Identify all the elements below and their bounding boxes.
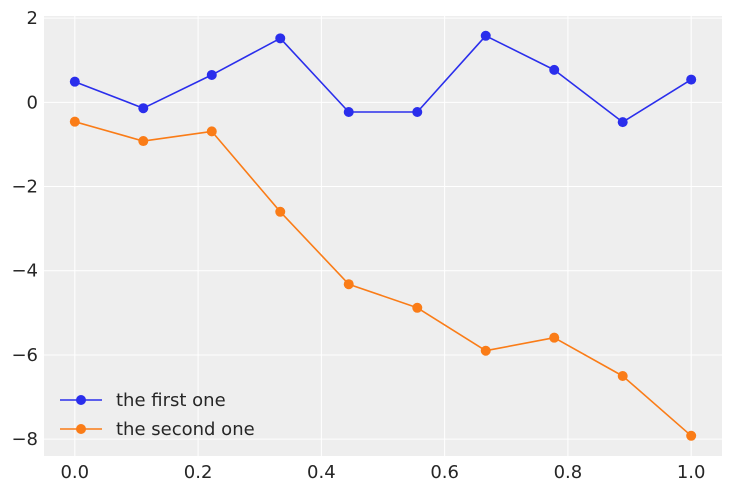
x-tick-label: 0.0 bbox=[60, 462, 89, 483]
series-2-point bbox=[343, 279, 354, 290]
series-2-line bbox=[74, 120, 692, 437]
series-1-point bbox=[480, 30, 491, 41]
series-2 bbox=[69, 116, 697, 441]
legend-marker bbox=[76, 395, 86, 405]
y-tick-label: −6 bbox=[11, 345, 38, 366]
series-2-point bbox=[617, 371, 628, 381]
series-1-point bbox=[412, 107, 423, 117]
series-2-point bbox=[686, 430, 697, 441]
x-tick-label: 1.0 bbox=[677, 462, 706, 483]
legend: the first one the second one bbox=[60, 390, 255, 440]
series-2-point bbox=[138, 136, 149, 147]
series-2-point bbox=[275, 206, 286, 217]
legend-marker bbox=[76, 424, 86, 434]
x-tick-label: 0.8 bbox=[554, 462, 583, 483]
series-layer bbox=[69, 30, 697, 441]
series-1-point bbox=[343, 107, 354, 117]
y-tick-label: 2 bbox=[27, 8, 38, 29]
series-2-point bbox=[69, 116, 80, 127]
series-2-point bbox=[206, 126, 217, 137]
y-tick-label: −2 bbox=[11, 177, 38, 198]
legend-item-2: the second one bbox=[60, 419, 255, 440]
y-tick-label: 0 bbox=[27, 92, 38, 113]
x-axis-ticks: 0.0 0.2 0.4 0.6 0.8 1.0 bbox=[60, 462, 705, 483]
series-1-point bbox=[138, 103, 149, 114]
y-tick-label: −4 bbox=[11, 261, 38, 282]
legend-label: the second one bbox=[116, 419, 255, 440]
series-1-point bbox=[549, 64, 560, 75]
y-tick-label: −8 bbox=[11, 429, 38, 450]
series-1 bbox=[69, 30, 697, 128]
series-1-point bbox=[275, 33, 286, 44]
series-2-point bbox=[412, 302, 423, 313]
x-tick-label: 0.2 bbox=[184, 462, 213, 483]
plot-area bbox=[44, 16, 722, 456]
series-2-point bbox=[480, 345, 491, 356]
series-1-point bbox=[206, 69, 217, 80]
series-1-point bbox=[69, 76, 80, 87]
legend-item-1: the first one bbox=[60, 390, 226, 411]
y-axis-ticks: 2 0 −2 −4 −6 −8 bbox=[11, 8, 38, 450]
series-1-line bbox=[74, 34, 692, 123]
series-1-point bbox=[686, 74, 697, 85]
x-tick-label: 0.4 bbox=[307, 462, 336, 483]
series-2-point bbox=[549, 332, 560, 343]
legend-label: the first one bbox=[116, 390, 226, 411]
x-tick-label: 0.6 bbox=[430, 462, 459, 483]
series-1-point bbox=[617, 117, 628, 128]
